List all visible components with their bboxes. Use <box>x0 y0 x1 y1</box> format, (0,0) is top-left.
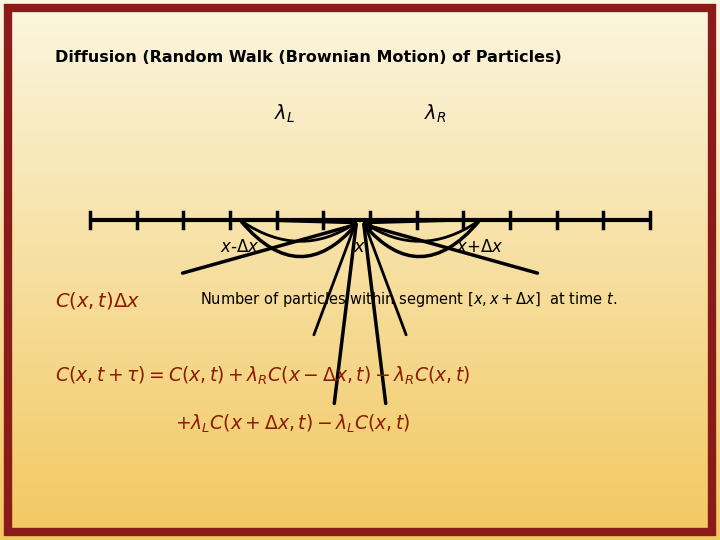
Text: $+ \lambda_L C(x + \Delta x, t) - \lambda_L C(x,t)$: $+ \lambda_L C(x + \Delta x, t) - \lambd… <box>175 413 410 435</box>
Text: $C(x,t)\Delta x$: $C(x,t)\Delta x$ <box>55 290 140 311</box>
Text: Number of particles within segment $[x, x + \Delta x]$  at time $t$.: Number of particles within segment $[x, … <box>200 290 618 309</box>
Text: $C(x, t+\tau) = C(x,t) + \lambda_R C(x - \Delta x, t) - \lambda_R C(x,t)$: $C(x, t+\tau) = C(x,t) + \lambda_R C(x -… <box>55 365 470 387</box>
FancyArrowPatch shape <box>364 220 484 335</box>
Text: $\lambda_R$: $\lambda_R$ <box>423 103 446 125</box>
Text: $x$-$\Delta x$: $x$-$\Delta x$ <box>220 238 260 256</box>
FancyArrowPatch shape <box>236 220 356 335</box>
Text: $\lambda_L$: $\lambda_L$ <box>274 103 296 125</box>
Text: Diffusion (Random Walk (Brownian Motion) of Particles): Diffusion (Random Walk (Brownian Motion)… <box>55 50 562 65</box>
Text: $x$: $x$ <box>354 238 366 256</box>
FancyArrowPatch shape <box>183 222 356 403</box>
FancyArrowPatch shape <box>364 222 537 403</box>
Text: $x$+$\Delta x$: $x$+$\Delta x$ <box>456 238 504 256</box>
